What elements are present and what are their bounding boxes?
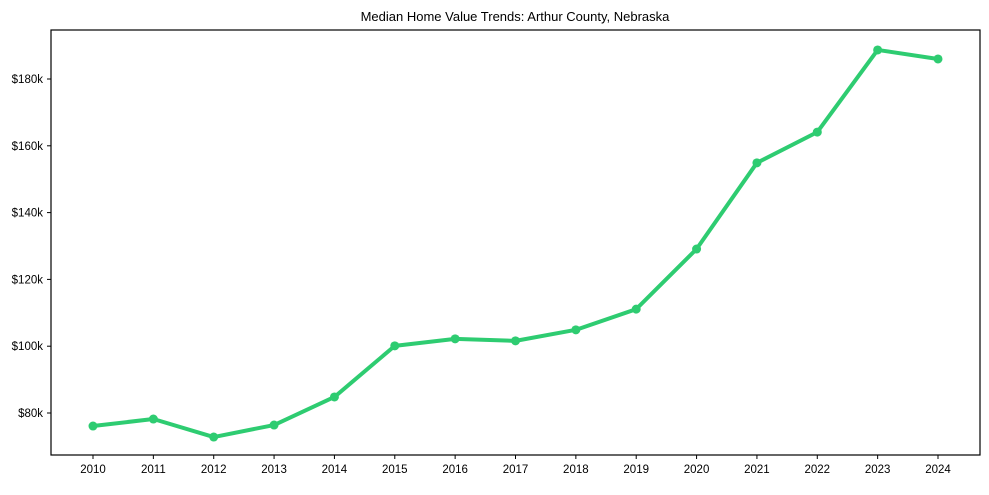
data-point-marker [752,158,762,168]
y-tick-label: $100k [12,341,44,353]
data-point-marker [631,304,641,314]
chart-title: Median Home Value Trends: Arthur County,… [361,9,671,24]
series-line [91,47,940,440]
y-tick-label: $180k [12,74,44,86]
data-series [88,45,943,442]
data-point-marker [511,336,520,346]
x-tick-label: 2012 [201,464,227,476]
x-tick-label: 2014 [322,464,348,476]
x-tick-label: 2022 [804,464,830,476]
x-tick-label: 2021 [744,464,770,476]
y-tick-label: $140k [12,208,44,220]
y-tick-label: $80k [18,408,43,420]
data-point-marker [812,127,822,137]
data-point-marker [329,392,339,402]
x-tick-label: 2013 [261,464,287,476]
x-tick-label: 2011 [141,464,166,476]
plot-frame [50,29,981,456]
x-tick-label: 2016 [442,464,468,476]
x-tick-label: 2019 [623,464,649,476]
data-point-marker [933,54,943,64]
data-point-marker [571,325,581,335]
data-point-marker [209,432,219,442]
x-tick-label: 2023 [865,464,891,476]
data-point-marker [88,421,98,431]
x-tick-label: 2010 [80,464,106,476]
x-tick-label: 2024 [925,464,951,476]
x-tick-label: 2015 [382,464,408,476]
data-point-marker [873,45,883,55]
data-point-marker [148,414,158,424]
y-tick-label: $160k [12,141,44,153]
data-point-marker [450,334,460,344]
y-tick-label: $120k [12,274,44,286]
y-axis: $80k $100k $120k $140k $160k $180k [12,74,51,420]
x-tick-label: 2017 [503,464,529,476]
data-point-marker [692,244,702,254]
x-tick-label: 2020 [684,464,710,476]
data-point-marker [390,341,400,351]
data-point-marker [269,420,279,430]
x-axis: 2010 2011 2012 2013 2014 2015 2016 2017 2018 2019… [80,455,951,476]
x-tick-label: 2018 [563,464,589,476]
